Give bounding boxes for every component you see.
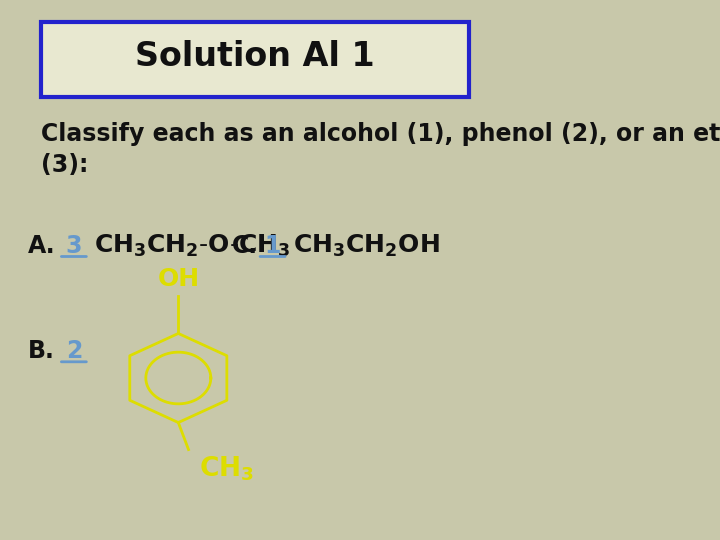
Text: 2: 2: [66, 339, 82, 363]
Text: OH: OH: [157, 267, 199, 292]
Text: $\mathbf{CH_3}$: $\mathbf{CH_3}$: [199, 454, 253, 483]
Text: 3: 3: [66, 234, 82, 258]
Text: $\mathbf{CH_3CH_2\text{-}O\text{-}CH_3}$: $\mathbf{CH_3CH_2\text{-}O\text{-}CH_3}$: [94, 233, 291, 259]
FancyBboxPatch shape: [41, 22, 469, 97]
Text: Solution Al 1: Solution Al 1: [135, 40, 374, 73]
Text: 1: 1: [264, 234, 281, 258]
Text: C.: C.: [232, 234, 258, 258]
Text: Classify each as an alcohol (1), phenol (2), or an ether
(3):: Classify each as an alcohol (1), phenol …: [41, 122, 720, 177]
Text: A.: A.: [28, 234, 55, 258]
Text: $\mathbf{CH_3CH_2OH}$: $\mathbf{CH_3CH_2OH}$: [293, 233, 440, 259]
Text: B.: B.: [28, 339, 55, 363]
